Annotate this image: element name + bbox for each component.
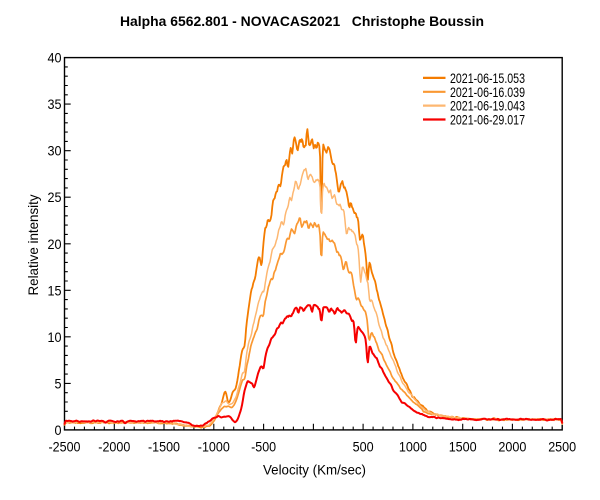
svg-text:1500: 1500 (449, 439, 477, 455)
svg-text:40: 40 (48, 50, 62, 66)
svg-text:35: 35 (48, 96, 62, 112)
svg-text:2500: 2500 (548, 439, 576, 455)
svg-text:2021-06-16.039: 2021-06-16.039 (450, 84, 525, 100)
svg-text:500: 500 (353, 439, 374, 455)
svg-text:-500: -500 (251, 439, 276, 455)
svg-text:-1000: -1000 (198, 439, 230, 455)
svg-text:20: 20 (48, 236, 62, 252)
svg-text:30: 30 (48, 143, 62, 159)
svg-text:Halpha 6562.801 - NOVACAS2021: Halpha 6562.801 - NOVACAS2021 Christophe… (120, 13, 484, 29)
svg-text:1000: 1000 (399, 439, 427, 455)
svg-text:2021-06-19.043: 2021-06-19.043 (450, 98, 525, 114)
svg-text:-2000: -2000 (98, 439, 130, 455)
svg-text:-2500: -2500 (49, 439, 81, 455)
svg-text:2021-06-15.053: 2021-06-15.053 (450, 70, 525, 86)
svg-text:0: 0 (55, 422, 62, 438)
svg-text:Relative intensity: Relative intensity (25, 195, 41, 296)
svg-text:Velocity (Km/sec): Velocity (Km/sec) (263, 462, 366, 478)
svg-text:25: 25 (48, 189, 62, 205)
svg-text:10: 10 (48, 329, 62, 345)
svg-text:-1500: -1500 (148, 439, 180, 455)
svg-text:2021-06-29.017: 2021-06-29.017 (450, 112, 525, 128)
svg-text:5: 5 (55, 375, 62, 391)
svg-text:15: 15 (48, 282, 62, 298)
svg-text:2000: 2000 (498, 439, 526, 455)
